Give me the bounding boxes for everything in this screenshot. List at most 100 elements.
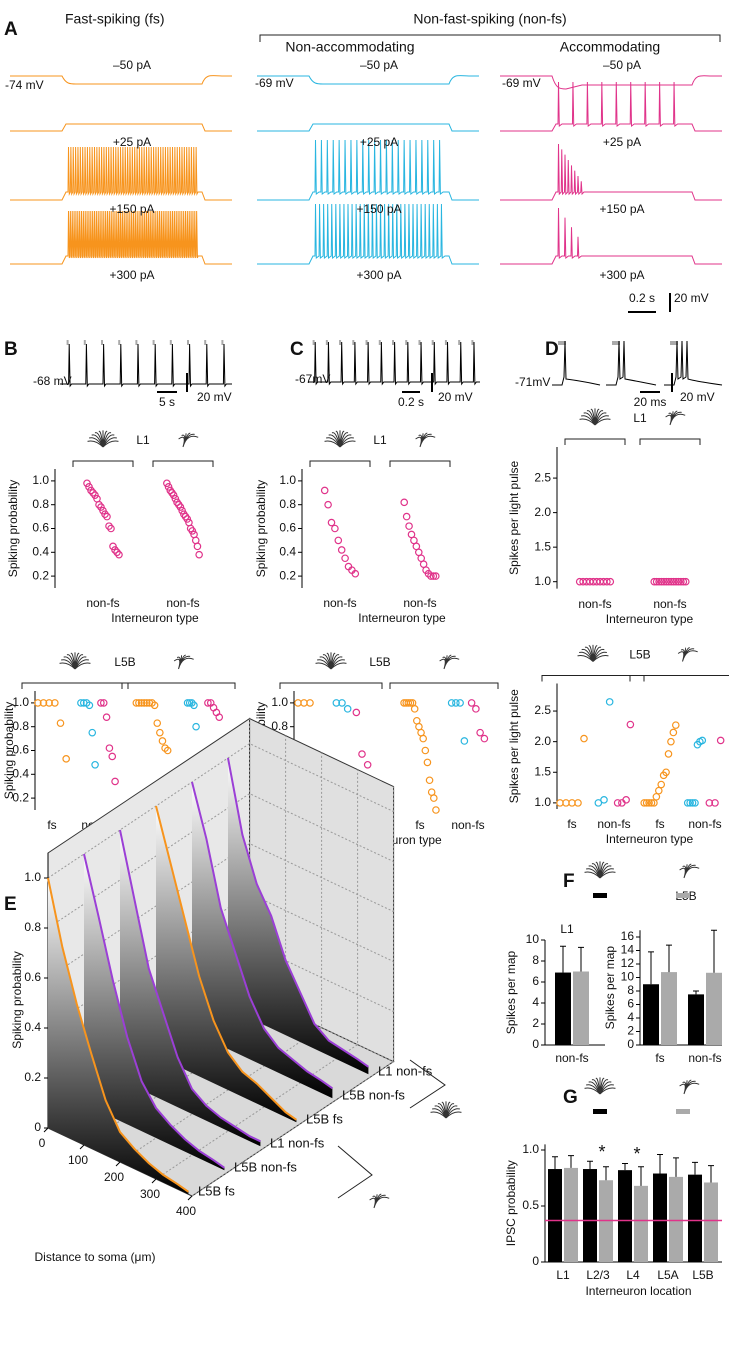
- y-tick-label: 0.4: [12, 766, 29, 780]
- area-fill: [228, 758, 369, 1075]
- data-point: [472, 705, 480, 713]
- data-point: [645, 799, 653, 807]
- column-header: Accommodating: [560, 39, 660, 55]
- data-point: [640, 799, 649, 807]
- panel-label: G: [563, 1087, 578, 1108]
- x-tick-label: L2/3: [586, 1268, 610, 1282]
- group-label: L1: [136, 433, 150, 447]
- data-point: [102, 713, 111, 721]
- x-tick-label: 100: [68, 1153, 88, 1167]
- data-point: [107, 524, 115, 533]
- y-axis-label: Spikes per light pulse: [507, 689, 521, 803]
- error-bar: [560, 945, 566, 973]
- x-tick: [115, 1161, 121, 1167]
- x-tick-label: 400: [176, 1204, 196, 1218]
- data-point: [193, 542, 202, 551]
- data-point: [626, 720, 635, 729]
- curve: [83, 853, 225, 1169]
- y-tick-label: 0: [532, 1254, 539, 1268]
- data-point: [183, 515, 192, 523]
- voltage-trace: [500, 207, 722, 265]
- panel-label: F: [563, 871, 575, 892]
- group-label: L1: [633, 411, 647, 425]
- bracket: [389, 460, 451, 467]
- data-point: [204, 699, 212, 707]
- column-header: Non-fast-spiking (non-fs): [413, 11, 566, 27]
- y-tick-label: 0.2: [32, 568, 49, 582]
- x-axis-label: Interneuron type: [111, 611, 199, 625]
- data-point: [431, 572, 440, 580]
- data-point: [338, 699, 346, 707]
- error-bar: [638, 1166, 644, 1186]
- current-label: –50 pA: [603, 58, 641, 72]
- data-point: [427, 572, 435, 580]
- voltage-trace: [257, 75, 479, 85]
- bracket: [121, 682, 236, 689]
- data-point: [332, 699, 341, 707]
- bar: [661, 972, 677, 1045]
- data-point: [343, 705, 352, 713]
- x-tick: [187, 1195, 193, 1201]
- current-label: +150 pA: [356, 202, 401, 216]
- neuron-icon: [315, 652, 347, 670]
- stim-marker: [676, 893, 690, 898]
- data-point: [669, 728, 678, 737]
- time-scale-label: 20 ms: [634, 395, 667, 409]
- data-point: [600, 796, 608, 804]
- significance-marker: *: [633, 1144, 640, 1164]
- y-tick-label: 8: [532, 953, 539, 967]
- data-point: [654, 786, 663, 795]
- y-tick-label: 0: [627, 1037, 634, 1051]
- data-point: [410, 705, 419, 713]
- group-label: L5B: [629, 648, 650, 662]
- group-label: L1: [373, 433, 387, 447]
- neuron-icon: [679, 1079, 700, 1095]
- neuron-icon: [665, 410, 686, 426]
- data-point: [56, 719, 65, 727]
- data-point: [667, 577, 676, 586]
- y-tick-label: 8: [627, 983, 634, 997]
- voltage-trace: [60, 343, 232, 388]
- current-label: +300 pA: [109, 268, 154, 282]
- x-tick-label: 300: [140, 1187, 160, 1201]
- y-axis-label: Spikes per map: [603, 946, 617, 1030]
- stim-marker: [593, 1109, 607, 1114]
- y-tick-label: 1.5: [534, 539, 551, 553]
- area-fill: [120, 830, 261, 1147]
- data-point: [164, 483, 173, 491]
- x-tick-label: non-fs: [597, 817, 630, 831]
- x-tick: [151, 1178, 157, 1184]
- data-point: [405, 522, 413, 530]
- y-tick-label: 2.0: [534, 734, 551, 748]
- data-point: [606, 577, 615, 586]
- voltage-trace: [10, 75, 232, 85]
- y-tick-label: 1.0: [24, 870, 41, 884]
- x-tick: [79, 1144, 85, 1150]
- panel-label: A: [4, 19, 18, 40]
- data-point: [425, 776, 434, 785]
- time-scale-label: 0.2 s: [398, 395, 424, 409]
- data-point: [153, 719, 162, 727]
- x-tick-label: non-fs: [86, 596, 119, 610]
- data-point: [691, 799, 699, 807]
- data-point: [331, 524, 339, 533]
- bracket: [389, 682, 499, 689]
- neuron-icon: [178, 432, 199, 448]
- stimulus-marker: [670, 341, 678, 345]
- y-tick-label: 6: [532, 974, 539, 988]
- current-label: +150 pA: [109, 202, 154, 216]
- series-label: L1 non-fs: [270, 1135, 325, 1150]
- stimulus-marker: [612, 341, 620, 345]
- curve: [227, 757, 369, 1068]
- data-point: [613, 799, 622, 807]
- data-point: [662, 577, 671, 586]
- significance-marker: *: [598, 1142, 605, 1162]
- y-tick-label: 0.8: [279, 497, 296, 511]
- data-point: [327, 518, 336, 527]
- voltage-scale-label: 20 mV: [674, 291, 709, 305]
- y-axis-label: IPSC probability: [504, 1160, 518, 1246]
- y-tick-label: 1.5: [534, 764, 551, 778]
- data-point: [89, 488, 97, 497]
- data-point: [432, 806, 440, 814]
- group-label: L5B: [369, 655, 390, 669]
